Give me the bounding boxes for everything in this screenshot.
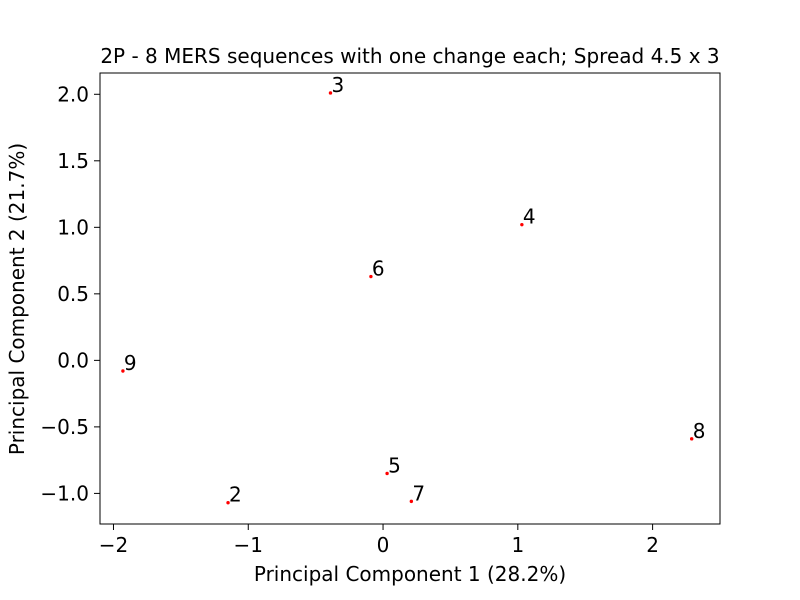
x-tick-label: −1	[234, 533, 263, 557]
x-axis-label: Principal Component 1 (28.2%)	[254, 562, 566, 586]
data-points: 2 3 4 5 6 7 8 9	[121, 73, 705, 507]
data-point-label: 4	[523, 205, 536, 229]
y-axis-label: Principal Component 2 (21.7%)	[5, 143, 29, 455]
y-tick-label: −0.5	[40, 415, 89, 439]
x-tick-label: 1	[511, 533, 524, 557]
chart-title: 2P - 8 MERS sequences with one change ea…	[100, 44, 719, 68]
y-tick-label: 0.0	[57, 348, 89, 372]
data-point-label: 6	[372, 257, 385, 281]
x-tick-label: 0	[377, 533, 390, 557]
data-point	[689, 437, 694, 441]
data-point-label: 7	[412, 481, 425, 505]
data-point-label: 5	[388, 453, 401, 477]
data-point	[520, 222, 524, 227]
x-tick-label: −2	[99, 533, 128, 557]
y-tick-label: 0.5	[57, 282, 89, 306]
x-tick-label: 2	[646, 533, 659, 557]
data-point	[328, 91, 333, 95]
data-point	[409, 499, 414, 504]
data-point-label: 9	[124, 351, 137, 375]
data-point-label: 8	[693, 419, 706, 443]
data-point	[369, 274, 373, 279]
data-point	[121, 369, 125, 373]
y-tick-label: 2.0	[57, 82, 89, 106]
data-point	[226, 501, 230, 505]
data-point	[385, 471, 389, 476]
y-tick-label: 1.0	[57, 215, 89, 239]
y-tick-label: −1.0	[40, 481, 89, 505]
data-point-label: 3	[331, 73, 344, 97]
data-point-label: 2	[229, 483, 242, 507]
x-axis-ticks: −2 −1 0 1 2	[99, 524, 659, 557]
y-tick-label: 1.5	[57, 149, 89, 173]
y-axis-ticks: −1.0 −0.5 0.0 0.5 1.0 1.5 2.0	[40, 82, 100, 505]
plot-frame	[99, 72, 721, 525]
